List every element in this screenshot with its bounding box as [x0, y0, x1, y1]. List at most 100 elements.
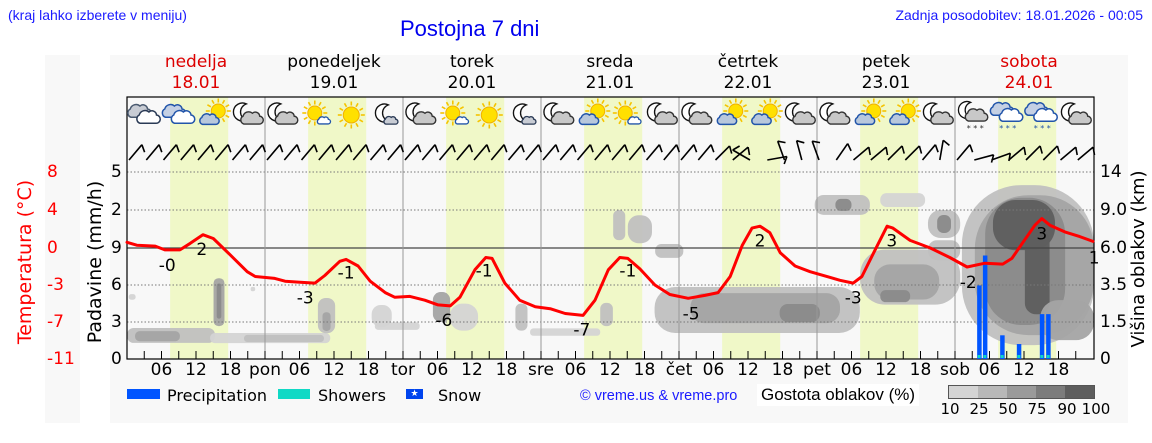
wind-barb-icon	[352, 144, 370, 161]
weather-icon-sunny	[475, 101, 503, 129]
colorbar-tick: 25	[969, 400, 989, 418]
temperature-label: -3	[845, 288, 862, 308]
wind-barb-icon	[594, 144, 612, 161]
precipitation-tick: 0	[111, 349, 122, 369]
weather-icon-partly-cloudy	[716, 98, 749, 126]
time-tick: sre	[528, 360, 554, 380]
cloud-density-blob	[449, 303, 479, 331]
precipitation-bar	[982, 255, 988, 359]
showers-mark	[1017, 355, 1021, 358]
weather-icon-overcast-blue	[161, 103, 196, 124]
wind-barb-icon	[404, 144, 422, 161]
weather-icon-overcast-snow: * * *	[989, 101, 1024, 133]
wind-barb-icon	[438, 144, 456, 161]
wind-barb-icon	[1025, 145, 1043, 161]
day-name-3: sreda	[586, 52, 634, 72]
wind-barb-icon	[197, 144, 215, 161]
legend-snow: Snow	[438, 386, 482, 405]
cloud-density-blob	[530, 328, 601, 336]
precipitation-tick: 2	[111, 200, 122, 220]
wind-barb-icon	[335, 144, 353, 161]
temperature-label: -7	[573, 321, 590, 341]
colorbar-tick: 50	[998, 400, 1018, 418]
wind-barb-icon	[732, 145, 751, 161]
cloud-density-blob	[432, 292, 451, 322]
wind-barb-icon	[1042, 145, 1061, 161]
day-name-2: torek	[450, 52, 494, 72]
temperature-label: -6	[435, 311, 452, 331]
weather-icon-night-cloudy	[819, 102, 851, 125]
wind-barb-icon	[714, 145, 733, 161]
temperature-label: -1	[338, 264, 355, 284]
day-name-5: petek	[861, 52, 911, 72]
weather-icon-sun-small-cloud	[302, 100, 332, 126]
wind-barb-icon	[369, 144, 387, 161]
location-hint: (kraj lahko izberete v meniju)	[8, 7, 187, 23]
wind-barb-icon	[939, 139, 950, 161]
wind-barb-icon	[645, 144, 663, 161]
weather-icon-night-cloudy	[681, 102, 713, 125]
temperature-label: -1	[476, 262, 493, 282]
precipitation-bar	[1016, 344, 1022, 359]
temperature-tick: 8	[47, 162, 58, 182]
weather-icon-partly-cloudy	[578, 98, 611, 126]
precipitation-bar	[1046, 314, 1051, 359]
wind-barb-icon	[887, 145, 905, 161]
legend-showers: Showers	[318, 386, 386, 405]
wind-barb-icon	[697, 144, 715, 161]
temperature-label: -2	[960, 273, 977, 293]
last-update: Zadnja posodobitev: 18.01.2026 - 00:05	[895, 7, 1143, 23]
colorbar-segment	[1036, 386, 1065, 398]
wind-barb-icon	[490, 144, 508, 161]
time-tick: 06	[702, 360, 725, 380]
day-name-1: ponedeljek	[287, 52, 381, 72]
colorbar-segment	[1007, 386, 1036, 398]
precipitation-bar	[1000, 335, 1005, 359]
time-tick: 18	[1047, 360, 1070, 380]
day-date-5: 23.01	[861, 73, 911, 93]
cloud-density-colorbar	[948, 385, 1095, 399]
time-tick: 18	[495, 360, 518, 380]
wind-barb-icon	[145, 144, 163, 161]
precipitation-swatch	[127, 389, 160, 399]
weather-icon-sunny	[337, 101, 365, 129]
cloud-density-blob	[128, 294, 136, 300]
temperature-label: 2	[196, 240, 207, 260]
copyright-link[interactable]: © vreme.us & vreme.pro	[580, 388, 738, 404]
temperature-label: -5	[683, 304, 700, 324]
temperature-label: -0	[159, 256, 176, 276]
svg-text:* * *: * * *	[999, 124, 1016, 133]
day-date-2: 20.01	[447, 73, 497, 93]
colorbar-tick: 10	[940, 400, 960, 418]
snow-star-icon: ★	[406, 389, 423, 399]
weather-icon-night-cloudy	[232, 102, 264, 125]
weather-icon-sun-small-cloud	[612, 100, 642, 126]
cloud-height-axis-title: Višina oblakov (km)	[1128, 170, 1149, 348]
cloud-density-blob	[1040, 300, 1095, 341]
wind-barb-icon	[921, 144, 939, 161]
wind-barb-icon	[611, 144, 629, 161]
page-title: Postojna 7 dni	[400, 16, 540, 41]
time-tick: 12	[1013, 360, 1035, 380]
time-tick: 12	[875, 360, 897, 380]
wind-barb-icon	[974, 154, 995, 163]
day-date-0: 18.01	[171, 73, 221, 93]
cloud-density-title: Gostota oblakov (%)	[757, 384, 920, 406]
time-tick: 12	[737, 360, 759, 380]
precipitation-tick: 9	[111, 238, 122, 258]
legend-precipitation: Precipitation	[167, 386, 268, 405]
weather-icon-partly-cloudy	[751, 98, 783, 126]
cloud-height-tick: 6.0	[1100, 238, 1128, 258]
cloud-density-blob	[779, 304, 820, 322]
time-tick: 12	[599, 360, 621, 380]
time-tick: 18	[219, 360, 242, 380]
wind-barb-icon	[904, 145, 923, 161]
temperature-label: 3	[886, 231, 897, 251]
wind-barb-icon	[1059, 146, 1078, 161]
colorbar-tick: 90	[1057, 400, 1077, 418]
weather-icon-night-cloudy	[922, 102, 954, 125]
time-tick: 06	[426, 360, 449, 380]
showers-mark	[977, 355, 981, 358]
wind-barb-icon	[680, 144, 698, 161]
plot-frame	[126, 96, 1095, 360]
